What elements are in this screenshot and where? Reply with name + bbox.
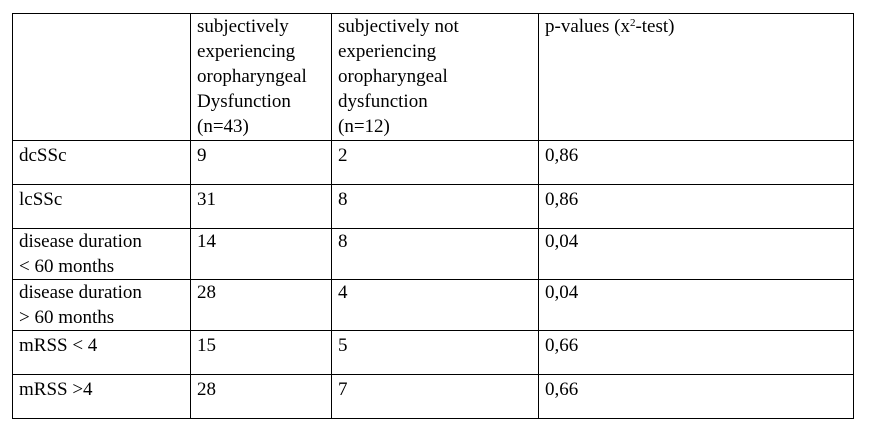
cell-not-experiencing: 2 (331, 140, 539, 185)
header-line: oropharyngeal (338, 66, 448, 87)
cell-experiencing: 15 (190, 330, 332, 375)
table-row: lcSSc 31 8 0,86 (12, 184, 854, 229)
row-label: disease duration < 60 months (12, 228, 191, 280)
row-label-line: lcSSc (19, 189, 63, 210)
cell-p-value: 0,66 (538, 330, 854, 375)
row-label-line: < 60 months (19, 256, 115, 277)
header-pvalue-pre: p-values (x (545, 16, 630, 37)
header-line: experiencing (197, 41, 296, 62)
table-row: disease duration < 60 months 14 8 0,04 (12, 228, 854, 280)
cell-not-experiencing: 8 (331, 184, 539, 229)
row-label-line: dcSSc (19, 145, 67, 166)
row-label: lcSSc (12, 184, 191, 229)
row-label: mRSS >4 (12, 374, 191, 419)
cell-p-value: 0,04 (538, 228, 854, 280)
header-pvalue-sup: 2 (629, 17, 636, 29)
header-line: (n=12) (338, 116, 390, 137)
cell-p-value: 0,86 (538, 140, 854, 185)
header-line: subjectively (197, 16, 289, 37)
cell-experiencing: 14 (190, 228, 332, 280)
cell-experiencing: 31 (190, 184, 332, 229)
cell-not-experiencing: 7 (331, 374, 539, 419)
row-label-line: mRSS < 4 (19, 335, 98, 356)
row-label: disease duration > 60 months (12, 279, 191, 331)
cell-p-value: 0,04 (538, 279, 854, 331)
table-row: disease duration > 60 months 28 4 0,04 (12, 279, 854, 331)
header-line: dysfunction (338, 91, 428, 112)
cell-p-value: 0,86 (538, 184, 854, 229)
row-label: mRSS < 4 (12, 330, 191, 375)
header-line: experiencing (338, 41, 437, 62)
header-row: subjectively experiencing oropharyngeal … (12, 13, 854, 141)
header-cell-p-values: p-values (x2-test) (538, 13, 854, 141)
header-line: oropharyngeal (197, 66, 307, 87)
header-line: subjectively not (338, 16, 459, 37)
header-cell-not-experiencing: subjectively not experiencing oropharyng… (331, 13, 539, 141)
row-label-line: disease duration (19, 282, 142, 303)
results-table: subjectively experiencing oropharyngeal … (12, 13, 854, 419)
table-row: mRSS < 4 15 5 0,66 (12, 330, 854, 375)
cell-experiencing: 9 (190, 140, 332, 185)
header-line: (n=43) (197, 116, 249, 137)
cell-not-experiencing: 4 (331, 279, 539, 331)
header-cell-experiencing: subjectively experiencing oropharyngeal … (190, 13, 332, 141)
row-label-line: mRSS >4 (19, 379, 93, 400)
cell-experiencing: 28 (190, 279, 332, 331)
header-cell-empty (12, 13, 191, 141)
cell-experiencing: 28 (190, 374, 332, 419)
cell-not-experiencing: 8 (331, 228, 539, 280)
table-row: dcSSc 9 2 0,86 (12, 140, 854, 185)
table-row: mRSS >4 28 7 0,66 (12, 374, 854, 419)
row-label-line: > 60 months (19, 307, 115, 328)
cell-p-value: 0,66 (538, 374, 854, 419)
cell-not-experiencing: 5 (331, 330, 539, 375)
header-line: Dysfunction (197, 91, 291, 112)
row-label: dcSSc (12, 140, 191, 185)
row-label-line: disease duration (19, 231, 142, 252)
header-pvalue-post: -test) (635, 16, 675, 37)
